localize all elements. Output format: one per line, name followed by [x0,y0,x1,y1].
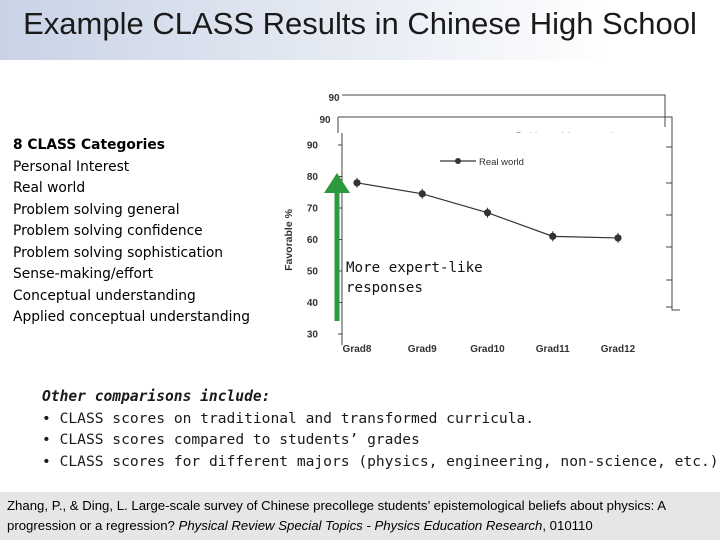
back-frame-1 [342,94,666,127]
bullet: • [42,452,51,470]
category-item: Problem solving sophistication [13,244,224,261]
data-point [353,179,361,187]
annotation-line-1: More expert-like [346,260,483,276]
comparison-item: • CLASS scores on traditional and transf… [42,408,719,430]
y-tick-label: 60 [307,235,319,246]
category-item: Problem solving confidence [13,223,203,239]
series-real-world [353,177,622,243]
category-item: Real world [13,180,86,196]
categories-heading: 8 CLASS Categories [13,137,165,153]
comparisons-heading: Other comparisons include: [42,388,271,405]
favorable-chart: 90 90 Problem solving general Favorable … [283,93,680,355]
y-tick-label: 80 [307,172,319,183]
data-point [483,209,492,217]
category-item: Sense-making/effort [13,266,154,282]
data-point [418,190,426,198]
comparisons-block: Other comparisons include: • CLASS score… [42,386,719,472]
citation-footer [0,492,720,540]
x-tick-label: Grad10 [470,344,505,355]
data-point [549,232,557,240]
expert-arrow [324,173,350,321]
category-item: Applied conceptual understanding [13,309,250,325]
citation: Zhang, P., & Ding, L. Large-scale survey… [7,496,717,536]
bullet: • [42,409,51,427]
citation-journal: Physical Review Special Topics - Physics… [178,518,543,533]
plot-panel [342,133,665,345]
x-tick-label: Grad11 [536,344,570,355]
comparison-text: CLASS scores on traditional and transfor… [59,409,535,427]
y-tick-label: 50 [307,267,319,278]
comparison-text: CLASS scores for different majors (physi… [59,452,719,470]
y-axis-title: Favorable % [283,208,295,271]
citation-article: , 010110 [542,518,593,533]
category-item: Personal Interest [13,158,130,175]
y-tick-label: 90 [307,141,319,152]
y-tick-label: 70 [307,204,319,215]
citation-authors: Zhang, P., & Ding, L. Large-scale survey… [7,498,666,533]
category-item: Conceptual understanding [13,287,196,304]
comparison-item: • CLASS scores for different majors (phy… [42,451,719,473]
categories-list: 8 CLASS Categories Personal Interest Rea… [13,135,250,329]
x-tick-label: Grad9 [408,344,437,355]
arrow-head [324,173,350,193]
x-tick-label: Grad12 [601,344,636,355]
comparison-item: • CLASS scores compared to students’ gra… [42,429,719,451]
comparison-text: CLASS scores compared to students’ grade… [59,431,420,448]
x-ticks: Grad8 Grad9 Grad10 Grad11 Grad12 [343,344,636,355]
y-tick-label: 30 [307,330,319,341]
x-tick-label: Grad8 [343,344,372,355]
back-tick-label-1: 90 [328,93,340,104]
title-bar [0,0,720,60]
background-stack [337,94,680,311]
back-tick-label-2: 90 [319,115,331,126]
y-tick-label: 40 [307,298,319,309]
data-point [614,234,622,242]
legend-label: Real world [479,157,524,168]
bullet: • [42,431,51,448]
back-frame-2 [337,116,680,311]
annotation-line-2: responses [346,280,423,296]
category-item: Problem solving general [13,201,180,218]
legend-marker [455,158,461,164]
legend: Real world [440,157,524,168]
slide-title: Example CLASS Results in Chinese High Sc… [23,6,697,41]
